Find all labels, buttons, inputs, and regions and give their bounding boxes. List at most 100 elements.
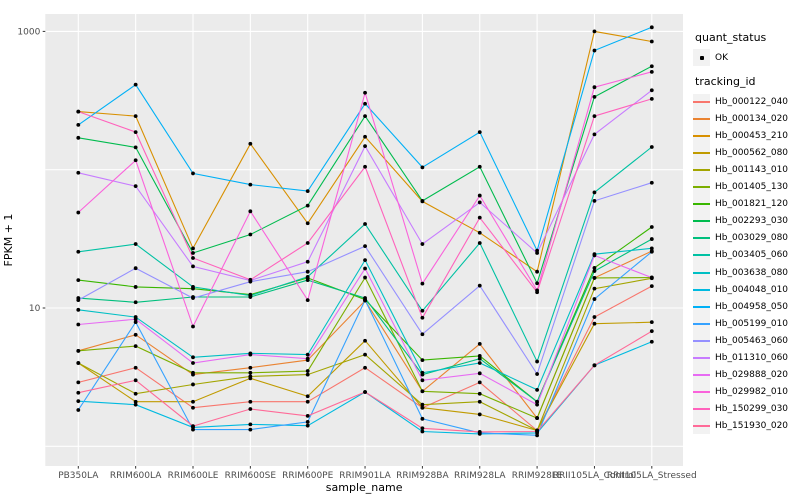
data-point	[363, 101, 367, 106]
data-point	[592, 253, 597, 258]
legend-swatch	[693, 93, 710, 111]
legend-swatch	[693, 383, 710, 401]
data-point	[477, 283, 482, 288]
data-point	[133, 332, 138, 337]
data-point	[191, 251, 195, 255]
legend-swatch-line-icon	[693, 135, 710, 138]
data-point	[76, 390, 81, 395]
data-point	[420, 370, 425, 375]
legend-entry: Hb_003029_080	[693, 229, 788, 247]
data-point	[592, 190, 597, 195]
legend-swatch-line-icon	[693, 169, 710, 172]
data-point	[477, 371, 482, 376]
data-point	[76, 109, 81, 114]
legend-title-quant-status: quant_status	[695, 31, 767, 44]
data-point	[133, 399, 138, 404]
data-point	[363, 266, 367, 271]
data-point	[592, 363, 597, 368]
data-point	[191, 405, 195, 410]
data-point	[191, 256, 195, 260]
data-point	[592, 276, 597, 280]
data-point	[248, 352, 253, 357]
data-point	[592, 95, 597, 99]
data-point	[363, 338, 367, 343]
legend-swatch	[693, 195, 710, 213]
data-point	[133, 378, 138, 383]
data-point	[477, 342, 482, 346]
legend-swatch	[693, 366, 710, 384]
data-point	[305, 241, 310, 245]
data-point	[420, 165, 425, 170]
data-point	[592, 29, 597, 34]
data-point	[248, 365, 253, 370]
data-point	[191, 399, 195, 404]
legend-swatch-line-icon	[693, 152, 710, 155]
data-point	[477, 391, 482, 396]
legend-swatch-line-icon	[693, 322, 710, 325]
legend-swatch-line-icon	[693, 186, 710, 189]
data-point	[133, 320, 138, 325]
data-point	[363, 134, 367, 139]
y-axis-title: FPKM + 1	[2, 214, 15, 267]
data-point	[477, 130, 482, 135]
legend-swatch-line-icon	[693, 390, 710, 393]
legend-swatch	[693, 246, 710, 264]
legend-swatch	[693, 332, 710, 350]
ok-point-icon	[699, 55, 704, 60]
data-point	[592, 321, 597, 326]
data-point	[305, 369, 310, 373]
data-point	[477, 380, 482, 385]
legend-swatch	[693, 417, 710, 435]
legend-swatch-line-icon	[693, 254, 710, 257]
data-point	[363, 390, 367, 394]
data-point	[477, 399, 482, 404]
legend-entry: Hb_004048_010	[693, 281, 788, 299]
data-point	[191, 355, 195, 360]
legend-entry-label: Hb_001821_120	[715, 199, 789, 210]
data-point	[133, 82, 138, 87]
legend-entry: Hb_029888_020	[693, 366, 788, 384]
x-tick-label: RRIM600LE	[168, 471, 219, 481]
data-point	[363, 144, 367, 149]
data-point	[305, 278, 310, 283]
y-tick-label: 1000	[17, 27, 40, 37]
data-point	[305, 203, 310, 208]
data-point	[420, 281, 425, 286]
legend-entry-label: Hb_005199_010	[715, 318, 789, 329]
data-point	[76, 348, 81, 353]
data-point	[535, 399, 539, 404]
data-point	[649, 88, 654, 93]
legend-entry: Hb_003638_080	[693, 264, 788, 281]
data-point	[535, 429, 539, 434]
legend-swatch-line-icon	[693, 271, 710, 274]
data-point	[592, 286, 597, 291]
data-point	[420, 416, 425, 421]
legend-swatch	[693, 315, 710, 333]
data-point	[305, 269, 310, 274]
data-point	[248, 141, 253, 146]
legend-swatch	[693, 281, 710, 299]
legend-swatch-line-icon	[693, 288, 710, 291]
data-point	[477, 361, 482, 365]
data-point	[649, 64, 654, 69]
data-point	[420, 426, 425, 431]
data-point	[420, 389, 425, 394]
data-point	[248, 370, 253, 375]
legend-entry-label: Hb_000453_210	[715, 131, 789, 142]
legend-swatch-line-icon	[693, 101, 710, 103]
data-point	[649, 97, 654, 101]
legend-entry-ok: OK	[693, 49, 728, 66]
legend-entry: Hb_001821_120	[693, 195, 789, 213]
legend-swatch-line-icon	[693, 407, 710, 410]
legend-title-tracking-id: tracking_id	[695, 75, 756, 88]
data-point	[649, 329, 654, 334]
data-point	[305, 298, 310, 303]
data-point	[191, 285, 195, 289]
legend-ok-swatch	[693, 49, 710, 66]
data-point	[592, 198, 597, 203]
legend-entry: Hb_151930_020	[693, 417, 788, 435]
x-axis-title: sample_name	[326, 481, 403, 494]
data-point	[649, 246, 654, 251]
legend-swatch	[693, 144, 710, 162]
legend-entry: Hb_000453_210	[693, 127, 789, 145]
